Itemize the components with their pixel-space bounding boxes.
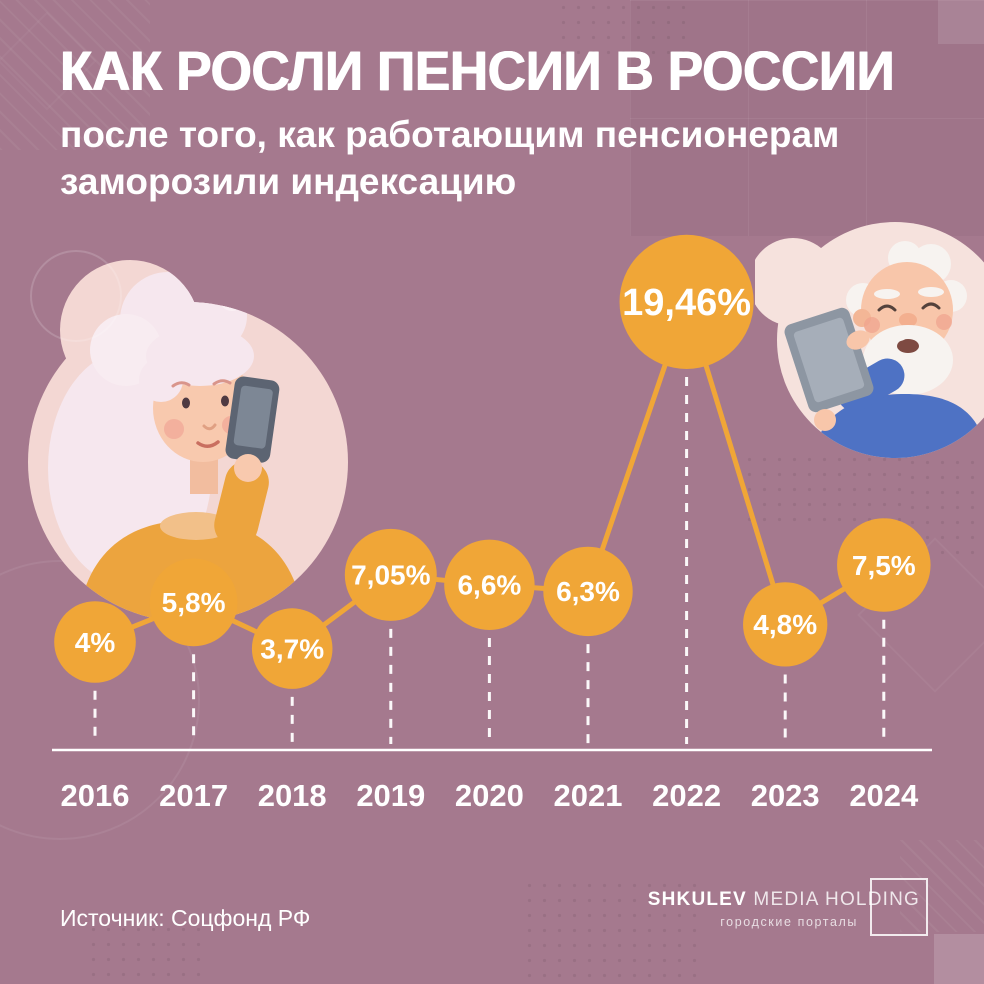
logo-primary-text: SHKULEV: [647, 889, 747, 910]
chart-bubble: [344, 528, 437, 621]
brand-logo: SHKULEV MEDIA HOLDING городские порталы: [598, 878, 928, 938]
bubble-value-label: 3,7%: [260, 633, 324, 664]
bubble-value-label: 6,3%: [556, 576, 620, 607]
logo-secondary-text: MEDIA HOLDING: [753, 889, 920, 910]
man-holding-hand: [814, 409, 836, 431]
bubble-value-label: 4,8%: [753, 609, 817, 640]
elderly-woman-illustration: [28, 260, 348, 622]
man-pointing-hand: [846, 330, 870, 350]
chart-bubble: [837, 518, 931, 612]
year-label: 2019: [356, 778, 425, 813]
year-label: 2023: [751, 778, 820, 813]
year-label: 2017: [159, 778, 228, 813]
chart-bubble: [149, 558, 238, 647]
chart-bubble: [54, 601, 136, 683]
year-label: 2022: [652, 778, 721, 813]
bubble-value-label: 6,6%: [457, 570, 521, 601]
subtitle-line1: после того, как работающим пенсионерам: [60, 114, 840, 156]
smartphone: [225, 376, 280, 463]
chart-bubble: [444, 539, 535, 631]
header: КАК РОСЛИ ПЕНСИИ В РОССИИ после того, ка…: [60, 39, 954, 206]
chart-bubble: [619, 234, 754, 369]
bubble-value-label: 19,46%: [622, 282, 751, 324]
elderly-man-illustration: [755, 222, 984, 458]
year-label: 2016: [61, 778, 130, 813]
logo-square-outline: [870, 878, 928, 936]
bubble-value-label: 7,05%: [351, 560, 430, 591]
page-subtitle: после того, как работающим пенсионерам з…: [60, 112, 954, 206]
source-label: Источник: Соцфонд РФ: [60, 905, 311, 931]
logo-subtext: городские порталы: [720, 915, 858, 929]
chart-bubble: [543, 546, 633, 637]
bubble-value-label: 5,8%: [162, 587, 226, 618]
subtitle-line2: заморозили индексацию: [60, 161, 517, 203]
bubble-value-label: 7,5%: [852, 550, 916, 581]
year-label: 2020: [455, 778, 524, 813]
woman-hand: [234, 454, 262, 482]
logo-name: SHKULEV MEDIA HOLDING: [648, 889, 920, 911]
year-label: 2024: [849, 778, 919, 813]
bubble-value-label: 4%: [75, 627, 116, 658]
year-label: 2021: [554, 778, 623, 813]
page-title: КАК РОСЛИ ПЕНСИИ В РОССИИ: [60, 39, 895, 102]
chart-bubble: [251, 608, 333, 689]
chart-bubble: [743, 582, 828, 667]
year-label: 2018: [258, 778, 327, 813]
